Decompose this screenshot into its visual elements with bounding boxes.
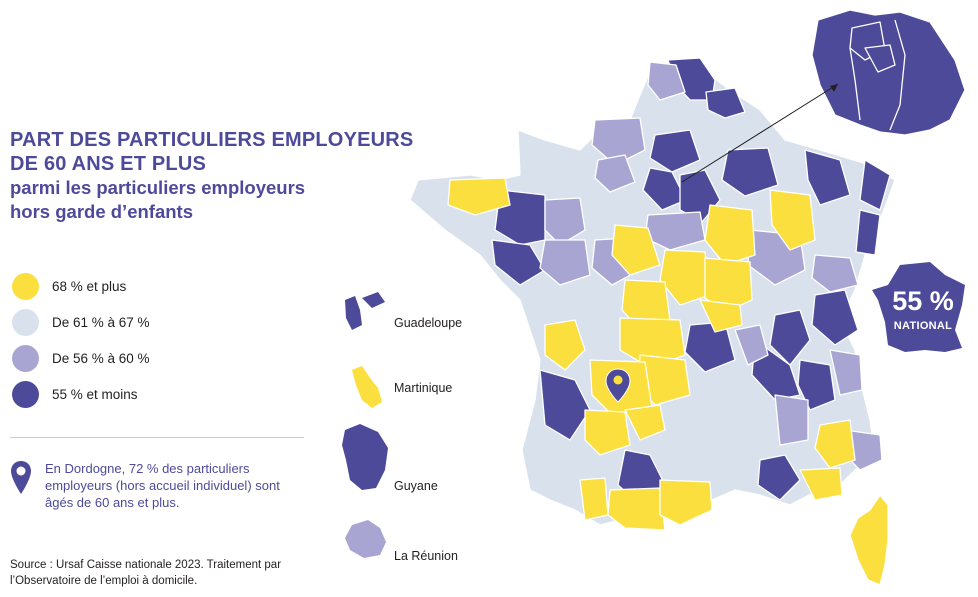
region-dark xyxy=(757,454,801,501)
national-france-silhouette xyxy=(872,262,965,352)
region-yellow xyxy=(799,467,843,501)
region-yellow xyxy=(579,477,609,521)
label-la-reunion: La Réunion xyxy=(394,549,458,563)
region-dark xyxy=(705,87,746,119)
region-lavender xyxy=(647,61,686,101)
ile-de-france-inset xyxy=(811,9,966,136)
region-lavender xyxy=(829,349,863,396)
reunion-shape xyxy=(345,520,386,558)
region-lavender xyxy=(539,239,591,286)
region-dark xyxy=(811,289,859,346)
legend-swatch-dark-purple xyxy=(12,381,39,408)
map-pin-icon xyxy=(11,461,31,494)
legend-item-61-67: De 61 % à 67 % xyxy=(10,309,310,339)
region-dark xyxy=(642,167,687,211)
title-line-2: DE 60 ANS ET PLUS xyxy=(10,153,207,175)
legend-label: 68 % et plus xyxy=(52,279,127,294)
title-line-1: PART DES PARTICULIERS EMPLOYEURS xyxy=(10,129,414,151)
region-dark xyxy=(859,159,891,211)
region-yellow xyxy=(769,189,816,251)
guadeloupe-shape xyxy=(345,292,385,330)
region-yellow xyxy=(447,177,511,216)
martinique-shape xyxy=(352,366,382,408)
inset-connector xyxy=(681,83,839,183)
legend-item-68-plus: 68 % et plus xyxy=(10,273,310,303)
label-guyane: Guyane xyxy=(394,479,438,493)
region-yellow xyxy=(624,404,666,441)
legend-swatch-yellow xyxy=(12,273,39,300)
guyane-shape xyxy=(342,424,388,490)
region-lavender xyxy=(811,254,859,293)
region-dark xyxy=(797,359,836,411)
label-martinique: Martinique xyxy=(394,381,453,395)
region-yellow xyxy=(699,299,743,333)
region-dark xyxy=(855,209,881,256)
legend-item-55-minus: 55 % et moins xyxy=(10,381,310,411)
subtitle-line-1: parmi les particuliers employeurs xyxy=(10,177,306,198)
corsica xyxy=(849,494,889,586)
region-yellow xyxy=(544,319,586,371)
region-yellow xyxy=(607,487,666,531)
dordogne-note: En Dordogne, 72 % des particuliers emplo… xyxy=(45,461,280,510)
national-value: 55 % xyxy=(892,286,954,316)
label-guadeloupe: Guadeloupe xyxy=(394,316,463,330)
national-label: NATIONAL xyxy=(893,320,953,332)
region-dark xyxy=(491,239,546,286)
region-yellow xyxy=(659,249,711,306)
legend-swatch-lavender xyxy=(12,345,39,372)
region-lavender xyxy=(734,324,769,366)
dordogne-pin-icon xyxy=(605,368,631,403)
region-dark xyxy=(539,369,591,441)
region-dark xyxy=(649,129,701,173)
region-yellow xyxy=(659,479,713,526)
region-lavender xyxy=(591,117,646,166)
legend-label: De 56 % à 60 % xyxy=(52,351,150,366)
legend-label: De 61 % à 67 % xyxy=(52,315,150,330)
region-yellow xyxy=(814,419,856,469)
region-lavender xyxy=(774,394,809,446)
legend-swatch-light-grey xyxy=(12,309,39,336)
region-dark xyxy=(804,149,851,206)
connector-arrow-icon xyxy=(830,84,838,92)
region-yellow xyxy=(584,409,631,456)
source-note: Source : Ursaf Caisse nationale 2023. Tr… xyxy=(10,559,282,587)
region-dark xyxy=(769,309,811,366)
region-lavender xyxy=(594,154,636,193)
map-title: PART DES PARTICULIERS EMPLOYEURS DE 60 A… xyxy=(10,128,430,224)
region-lavender xyxy=(544,197,586,246)
region-yellow xyxy=(704,204,756,266)
legend-label: 55 % et moins xyxy=(52,387,138,402)
legend-divider xyxy=(10,437,304,438)
subtitle-line-2: hors garde d’enfants xyxy=(10,201,193,222)
legend-item-56-60: De 56 % à 60 % xyxy=(10,345,310,375)
region-dark xyxy=(721,147,779,197)
region-yellow xyxy=(611,224,661,276)
